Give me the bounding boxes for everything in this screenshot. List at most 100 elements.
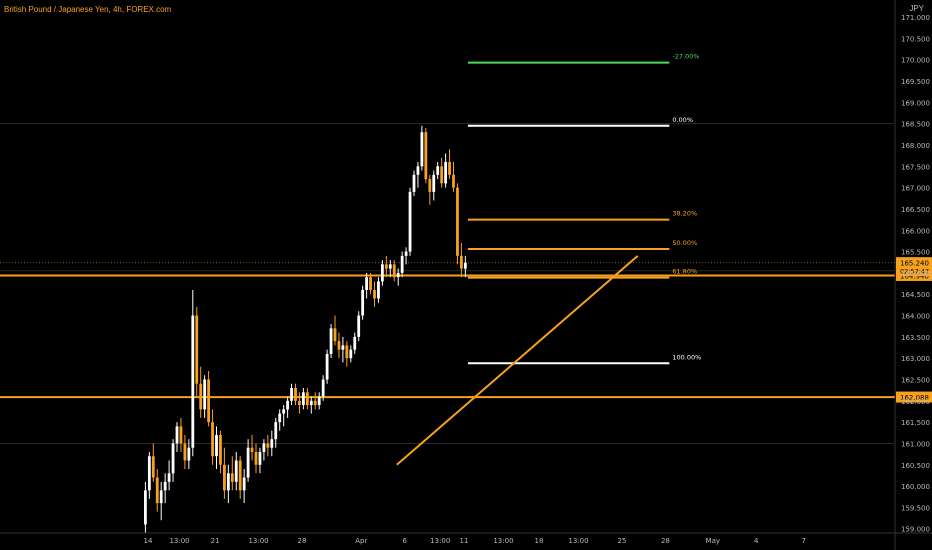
price-tick-label: 170.500	[901, 35, 930, 43]
price-tick-label: 165.500	[901, 249, 930, 257]
candle-body	[171, 443, 175, 474]
candle-body	[309, 400, 313, 406]
candle-body	[404, 251, 408, 256]
candle-body	[361, 289, 365, 316]
candle-body	[223, 464, 226, 491]
fib-level-label: 61.80%	[672, 268, 697, 276]
candle-body	[440, 166, 444, 184]
candle-body	[155, 477, 159, 504]
fib-level-label: 50.00%	[672, 239, 697, 247]
fib-level-label: 0.00%	[672, 116, 693, 124]
candle-body	[436, 166, 440, 175]
candle-body	[305, 392, 309, 406]
price-axis[interactable]: 171.000 170.500 170.000 169.500 169.000 168.5…	[894, 0, 930, 550]
price-tick-label: 164.000	[901, 313, 930, 321]
time-tick-label: 28	[661, 537, 670, 545]
candle-body	[452, 174, 455, 188]
candle-body	[151, 456, 155, 478]
candle-body	[199, 383, 203, 410]
candle-body	[226, 473, 230, 491]
time-tick-label: 13:00	[430, 537, 450, 545]
candle-body	[298, 400, 301, 406]
candle-body	[463, 262, 467, 269]
candle-body	[444, 162, 447, 184]
trendline[interactable]	[396, 255, 639, 466]
price-tick-label: 168.500	[901, 121, 930, 129]
price-tick-label: 171.000	[901, 14, 930, 22]
ascending-trendline	[396, 255, 639, 466]
price-tick-label: 168.000	[901, 142, 930, 150]
horizontal-level-price: 162.088	[900, 394, 929, 402]
price-tick-label: 159.500	[901, 504, 930, 512]
candle-body	[250, 447, 254, 452]
candle-body	[460, 255, 463, 269]
price-tick-label: 169.000	[901, 99, 930, 107]
candle-body	[219, 434, 222, 465]
time-tick-label: 14	[143, 537, 152, 545]
candle-body	[290, 388, 293, 401]
candle-body	[396, 272, 400, 278]
candle-body	[381, 264, 384, 282]
candle-body	[317, 396, 321, 406]
grid-lines	[0, 123, 894, 444]
price-tick-label: 160.000	[901, 483, 930, 491]
candle-body	[203, 379, 207, 410]
candle-body	[266, 443, 270, 448]
candle-body	[349, 349, 353, 359]
candle-body	[412, 174, 416, 192]
candle-body	[211, 422, 214, 457]
candle-body	[238, 460, 242, 491]
candle-body	[424, 132, 428, 180]
price-tick-label: 160.500	[901, 462, 930, 470]
fib-level-label: 100.00%	[672, 353, 701, 361]
price-tick-label: 167.500	[901, 163, 930, 171]
current-price-timer: 02:57:47	[900, 268, 929, 276]
candle-body	[432, 174, 436, 192]
candle-body	[302, 392, 305, 406]
time-tick-label: 4	[754, 537, 759, 545]
time-tick-label: 13:00	[169, 537, 189, 545]
time-tick-label: Apr	[355, 537, 367, 545]
candle-body	[183, 443, 187, 461]
candle-body	[175, 426, 179, 444]
candle-body	[167, 473, 171, 482]
candle-body	[294, 388, 297, 401]
candle-body	[420, 132, 424, 167]
candle-body	[333, 328, 337, 342]
candle-body	[416, 166, 420, 175]
currency-badge[interactable]: JPY	[909, 4, 924, 13]
candle-body	[369, 277, 372, 290]
horizontal-level-badge	[896, 391, 932, 403]
price-tick-label: 162.500	[901, 376, 930, 384]
time-tick-label: 21	[211, 537, 220, 545]
price-tick-label: 166.000	[901, 227, 930, 235]
price-tick-label: 163.000	[901, 355, 930, 363]
time-axis[interactable]: 14 13:00 21 13:00 28 Apr 6 13:00 11 13:00 18 13:00 2…	[0, 532, 932, 545]
horizontal-level-price: 164.940	[900, 272, 929, 280]
time-tick-label: 13:00	[248, 537, 268, 545]
fibonacci-retracement[interactable]: -27.00% 0.00% 38.20% 50.00% 61.80% 100.00%	[467, 53, 701, 365]
candle-body	[179, 426, 183, 444]
price-tick-label: 161.500	[901, 419, 930, 427]
candle-body	[234, 460, 238, 482]
time-tick-label: 13:00	[493, 537, 513, 545]
time-tick-label: 28	[298, 537, 307, 545]
candle-body	[325, 353, 329, 380]
candle-body	[392, 264, 396, 278]
price-tick-label: 170.000	[901, 57, 930, 65]
price-tick-label: 162.000	[901, 398, 930, 406]
candle-body	[187, 447, 191, 461]
price-tick-label: 165.000	[901, 270, 930, 278]
candle-body	[144, 490, 147, 525]
price-tick-label: 166.500	[901, 206, 930, 214]
candle-body	[286, 400, 289, 410]
candle-body	[274, 422, 278, 440]
candle-body	[357, 315, 361, 337]
candle-body	[313, 400, 317, 406]
time-tick-label: 6	[402, 537, 407, 545]
candle-body	[448, 162, 451, 175]
candle-body	[365, 277, 368, 290]
time-tick-label: 25	[617, 537, 626, 545]
